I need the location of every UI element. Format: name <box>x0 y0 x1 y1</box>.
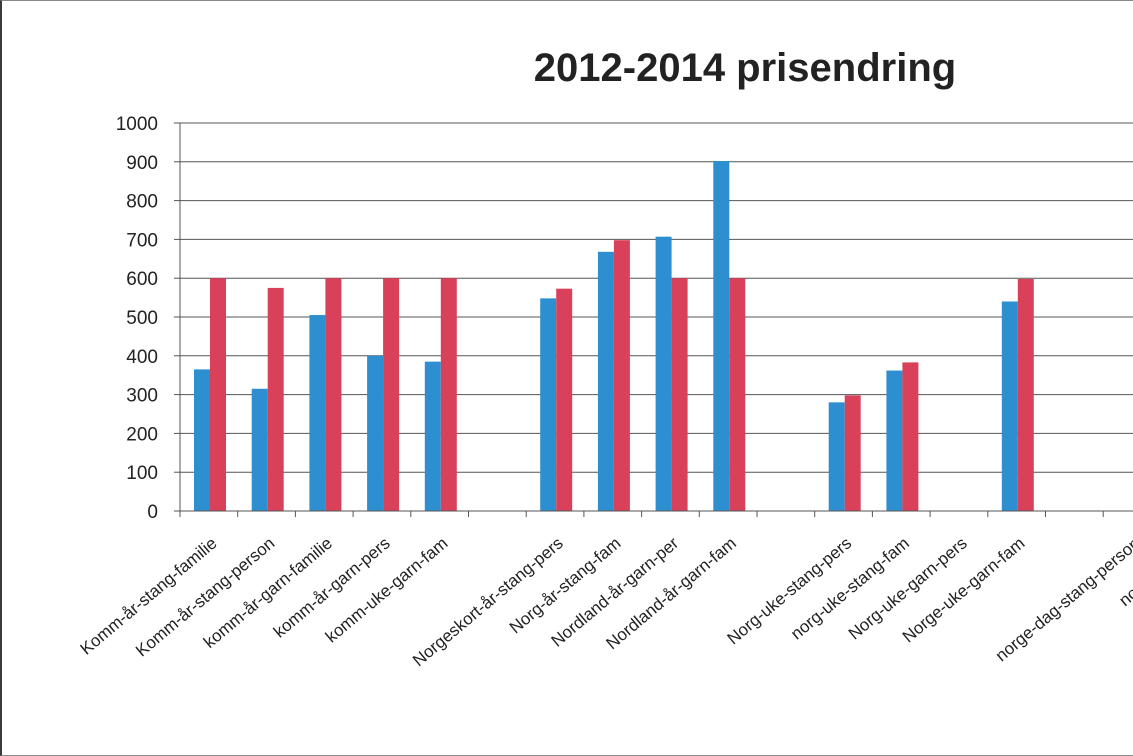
bar <box>540 298 557 511</box>
y-tick-label: 100 <box>126 463 158 484</box>
y-tick-label: 300 <box>126 386 158 407</box>
bar <box>844 395 861 511</box>
bar <box>902 362 919 511</box>
bar <box>556 288 573 511</box>
y-tick-label: 1000 <box>116 114 158 135</box>
bar <box>1017 278 1034 511</box>
bar <box>383 278 400 511</box>
bar <box>210 278 226 511</box>
y-axis-ticks: 0 100 200 300 400 500 600 700 800 900 1000 <box>116 114 180 523</box>
y-tick-label: 0 <box>147 502 158 523</box>
y-tick-label: 900 <box>126 153 158 174</box>
bar <box>267 287 284 511</box>
y-tick-label: 700 <box>126 230 158 251</box>
y-tick-label: 200 <box>126 424 158 445</box>
bar <box>325 278 342 511</box>
bars <box>194 161 1034 512</box>
bar <box>424 361 441 511</box>
bar <box>828 402 845 511</box>
y-tick-label: 800 <box>126 192 158 213</box>
bar <box>367 355 384 511</box>
bar <box>1001 301 1018 511</box>
x-axis <box>179 123 1133 517</box>
bar <box>440 278 457 511</box>
bar <box>886 370 903 511</box>
bar <box>713 161 730 512</box>
y-tick-label: 500 <box>126 308 158 329</box>
bar <box>671 278 688 511</box>
bar <box>597 251 614 512</box>
bar <box>309 315 326 511</box>
bar <box>655 236 672 511</box>
bar <box>194 369 210 511</box>
y-tick-label: 600 <box>126 269 158 290</box>
bar <box>251 388 268 511</box>
bar <box>613 240 630 511</box>
chart-title: 2012-2014 prisendring <box>534 46 956 90</box>
y-tick-label: 400 <box>126 347 158 368</box>
bar <box>729 278 746 511</box>
x-axis-category-labels: Komm-år-stang-familieKomm-år-stang-perso… <box>77 533 1133 670</box>
